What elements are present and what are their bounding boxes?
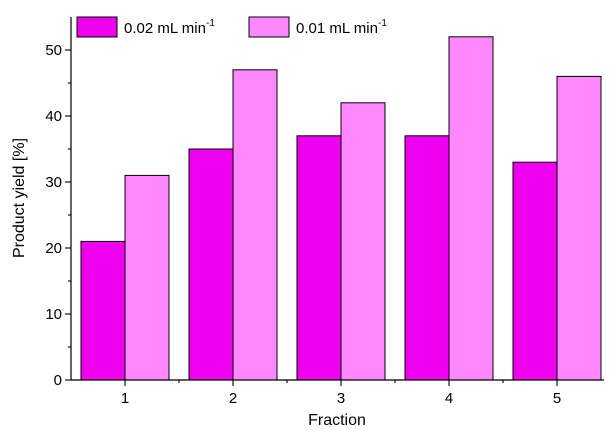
y-ticks: 0 10 20 30 40 50 <box>45 42 71 389</box>
x-tick-label: 1 <box>121 390 129 407</box>
bar-series-2-fraction-2 <box>232 69 278 381</box>
y-tick-label: 20 <box>45 240 62 257</box>
bar-series-1-fraction-3 <box>296 135 342 381</box>
axes-layer <box>70 17 604 381</box>
bar-series-1-fraction-4 <box>404 135 450 381</box>
legend-label-series-1: 0.02 mL min-1 <box>124 18 215 37</box>
legend: 0.02 mL min-1 0.01 mL min-1 <box>76 16 387 38</box>
legend-swatch-series-2 <box>248 16 290 38</box>
bar-series-1-fraction-2 <box>188 148 234 381</box>
legend-label-series-2: 0.01 mL min-1 <box>296 18 387 37</box>
legend-swatch-series-1 <box>76 16 118 38</box>
x-tick-label: 3 <box>337 390 345 407</box>
legend-item-series-2: 0.01 mL min-1 <box>248 16 387 38</box>
x-tick-label: 5 <box>553 390 561 407</box>
y-tick-label: 10 <box>45 306 62 323</box>
x-tick-label: 4 <box>445 390 453 407</box>
bar-series-2-fraction-4 <box>448 36 494 381</box>
x-axis-title: Fraction <box>308 412 366 429</box>
y-tick-label: 30 <box>45 174 62 191</box>
bar-series-2-fraction-3 <box>340 102 386 381</box>
x-tick-label: 2 <box>229 390 237 407</box>
bar-series-2-fraction-5 <box>556 75 602 381</box>
y-tick-label: 40 <box>45 108 62 125</box>
bar-series-2-fraction-1 <box>124 174 170 381</box>
y-tick-label: 50 <box>45 42 62 59</box>
legend-item-series-1: 0.02 mL min-1 <box>76 16 215 38</box>
x-ticks: 1 2 3 4 5 <box>121 380 561 407</box>
bars-layer <box>80 36 602 381</box>
y-tick-label: 0 <box>54 372 62 389</box>
bar-series-1-fraction-5 <box>512 161 558 381</box>
y-axis-title: Product yield [%] <box>11 138 28 258</box>
bar-series-1-fraction-1 <box>80 240 126 381</box>
